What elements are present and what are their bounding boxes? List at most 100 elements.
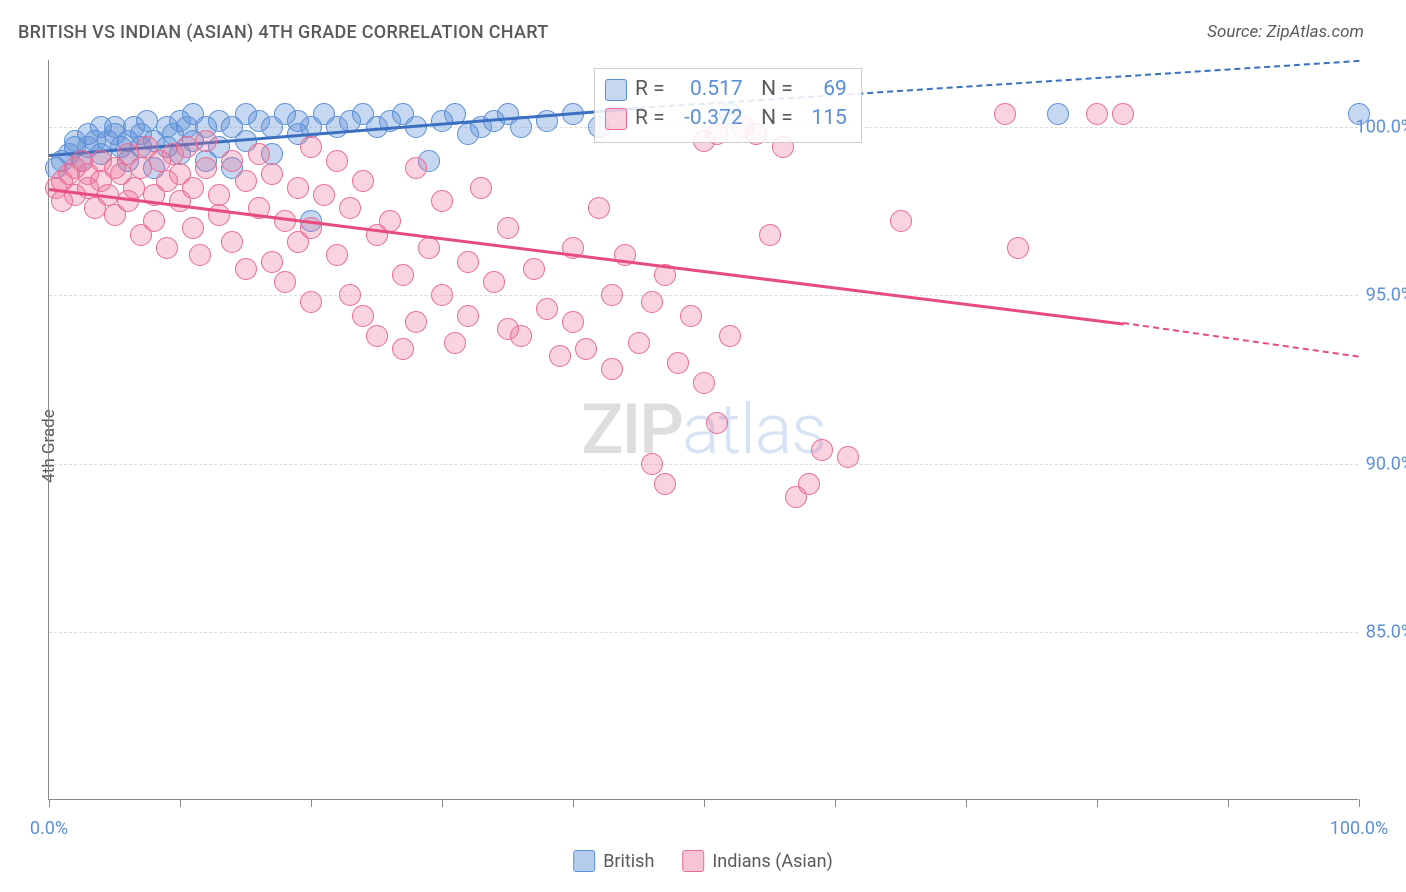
scatter-point [405, 157, 427, 179]
x-tick-label: 0.0% [30, 818, 68, 839]
scatter-point [641, 291, 663, 313]
scatter-point [641, 453, 663, 475]
scatter-point [208, 184, 230, 206]
scatter-point [1047, 103, 1069, 125]
scatter-point [352, 170, 374, 192]
scatter-point [261, 163, 283, 185]
scatter-point [143, 210, 165, 232]
scatter-point [287, 177, 309, 199]
grid-line [49, 295, 1358, 296]
x-tick [180, 799, 181, 807]
x-tick [1359, 799, 1360, 807]
scatter-point [221, 150, 243, 172]
scatter-point [837, 446, 859, 468]
scatter-point [444, 332, 466, 354]
scatter-point [221, 231, 243, 253]
scatter-point [123, 177, 145, 199]
legend-stats: R = 0.517 N = 69 R = -0.372 N = 115 [594, 68, 862, 143]
scatter-point [300, 291, 322, 313]
scatter-point [392, 264, 414, 286]
scatter-point [601, 358, 623, 380]
scatter-point [483, 271, 505, 293]
legend-n-label: N = [751, 104, 793, 133]
legend-r-value: 0.517 [673, 75, 743, 104]
scatter-point [392, 338, 414, 360]
scatter-point [208, 204, 230, 226]
scatter-point [588, 197, 610, 219]
scatter-point [470, 177, 492, 199]
scatter-point [680, 305, 702, 327]
x-tick [966, 799, 967, 807]
scatter-point [654, 473, 676, 495]
scatter-point [693, 372, 715, 394]
scatter-point [339, 197, 361, 219]
y-tick-label: 90.0% [1366, 453, 1406, 474]
legend-stats-row: R = 0.517 N = 69 [605, 75, 847, 104]
scatter-point [628, 332, 650, 354]
x-tick [704, 799, 705, 807]
legend-n-label: N = [751, 75, 793, 104]
scatter-point [811, 439, 833, 461]
scatter-point [562, 311, 584, 333]
scatter-point [994, 103, 1016, 125]
scatter-point [300, 136, 322, 158]
watermark: ZIPatlas [581, 389, 826, 471]
plot-area: ZIPatlas 100.0%95.0%90.0%85.0%0.0%100.0%… [48, 60, 1358, 800]
scatter-point [195, 157, 217, 179]
x-tick [1228, 799, 1229, 807]
scatter-point [189, 244, 211, 266]
scatter-point [339, 284, 361, 306]
scatter-point [549, 345, 571, 367]
scatter-point [719, 325, 741, 347]
scatter-point [706, 412, 728, 434]
scatter-point [195, 130, 217, 152]
chart-container: BRITISH VS INDIAN (ASIAN) 4TH GRADE CORR… [0, 0, 1406, 892]
legend-r-label: R = [635, 75, 665, 104]
scatter-point [431, 190, 453, 212]
scatter-point [890, 210, 912, 232]
scatter-point [1348, 103, 1370, 125]
scatter-point [497, 217, 519, 239]
scatter-point [1112, 103, 1134, 125]
scatter-point [326, 244, 348, 266]
legend-n-value: 115 [801, 104, 847, 133]
chart-source: Source: ZipAtlas.com [1207, 22, 1364, 42]
scatter-point [156, 237, 178, 259]
scatter-point [601, 284, 623, 306]
x-tick [1097, 799, 1098, 807]
legend-r-value: -0.372 [673, 104, 743, 133]
scatter-point [352, 305, 374, 327]
scatter-point [235, 258, 257, 280]
scatter-point [274, 271, 296, 293]
y-tick-label: 85.0% [1366, 621, 1406, 642]
scatter-point [235, 170, 257, 192]
scatter-point [798, 473, 820, 495]
scatter-point [536, 298, 558, 320]
scatter-point [457, 251, 479, 273]
legend-label-indians: Indians (Asian) [712, 851, 832, 872]
legend-item-indians: Indians (Asian) [682, 850, 832, 872]
legend-r-label: R = [635, 104, 665, 133]
scatter-point [366, 325, 388, 347]
x-tick [49, 799, 50, 807]
bottom-legend: British Indians (Asian) [573, 850, 833, 872]
legend-swatch [605, 108, 627, 130]
watermark-atlas: atlas [682, 389, 826, 471]
x-tick [573, 799, 574, 807]
scatter-point [182, 217, 204, 239]
grid-line [49, 464, 1358, 465]
scatter-point [418, 237, 440, 259]
scatter-point [575, 338, 597, 360]
scatter-point [1007, 237, 1029, 259]
scatter-point [667, 352, 689, 374]
grid-line [49, 632, 1358, 633]
scatter-point [248, 143, 270, 165]
scatter-point [510, 116, 532, 138]
legend-item-british: British [573, 850, 654, 872]
scatter-point [431, 284, 453, 306]
legend-n-value: 69 [801, 75, 847, 104]
scatter-point [523, 258, 545, 280]
scatter-point [457, 305, 479, 327]
trend-line-dashed [1123, 322, 1359, 358]
legend-swatch-british [573, 850, 595, 872]
